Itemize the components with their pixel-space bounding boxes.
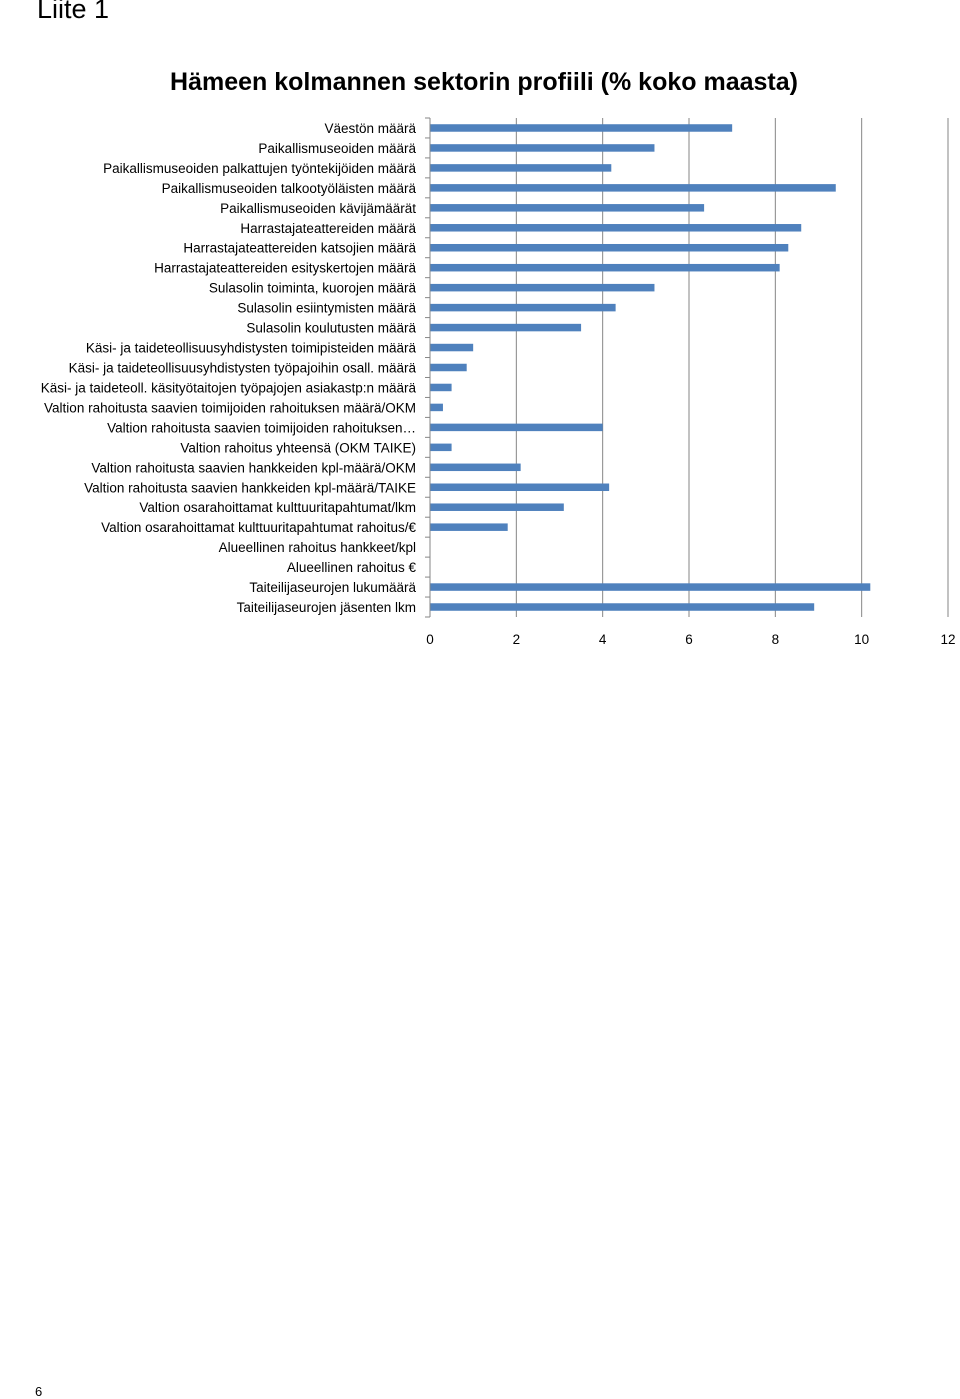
chart-title: Hämeen kolmannen sektorin profiili (% ko… — [170, 68, 798, 96]
category-label: Käsi- ja taideteollisuusyhdistysten toim… — [86, 341, 417, 356]
bar — [430, 204, 705, 212]
category-label: Valtion rahoitus yhteensä (OKM TAIKE) — [180, 440, 416, 455]
category-label: Harrastajateattereiden esityskertojen mä… — [154, 261, 416, 276]
category-label: Alueellinen rahoitus hankkeet/kpl — [219, 540, 416, 555]
bar — [430, 403, 443, 412]
bar — [430, 144, 655, 152]
bar — [430, 443, 452, 452]
bar — [430, 503, 564, 511]
x-tick-label: 12 — [940, 632, 955, 647]
bar — [430, 164, 612, 172]
bar-series — [430, 124, 871, 611]
category-label: Väestön määrä — [324, 121, 416, 136]
category-label: Valtion osarahoittamat kulttuuritapahtum… — [101, 520, 416, 535]
bar — [430, 224, 802, 232]
category-label: Harrastajateattereiden määrä — [240, 221, 416, 236]
x-tick-label: 8 — [772, 632, 780, 647]
category-label: Käsi- ja taideteoll. käsityötaitojen työ… — [41, 380, 417, 395]
bar — [430, 184, 836, 192]
category-label: Sulasolin esiintymisten määrä — [237, 301, 416, 316]
category-label: Paikallismuseoiden talkootyöläisten määr… — [162, 181, 417, 196]
bar — [430, 363, 467, 372]
category-label: Paikallismuseoiden kävijämäärät — [220, 201, 416, 216]
category-label: Paikallismuseoiden palkattujen työntekij… — [103, 161, 416, 176]
category-label: Valtion rahoitusta saavien toimijoiden r… — [44, 400, 416, 415]
bar — [430, 124, 733, 132]
category-label: Alueellinen rahoitus € — [287, 560, 417, 575]
bar-chart: Hämeen kolmannen sektorin profiili (% ko… — [41, 68, 956, 647]
x-tick-label: 10 — [854, 632, 869, 647]
x-tick-label: 4 — [599, 632, 607, 647]
category-label: Sulasolin toiminta, kuorojen määrä — [209, 281, 417, 296]
category-label: Valtion rahoitusta saavien toimijoiden r… — [107, 420, 416, 435]
category-labels: Väestön määrä Paikallismuseoiden määrä Pai… — [41, 121, 417, 615]
x-axis-tick-labels: 0 2 4 6 8 10 12 — [426, 632, 955, 647]
bar — [430, 583, 871, 591]
bar — [430, 323, 582, 332]
x-tick-label: 0 — [426, 632, 434, 647]
category-label: Taiteilijaseurojen lukumäärä — [249, 580, 416, 595]
bar — [430, 483, 610, 492]
bar — [430, 243, 789, 252]
bar — [430, 423, 603, 432]
bar — [430, 283, 655, 292]
y-axis — [425, 117, 431, 618]
x-tick-label: 6 — [685, 632, 693, 647]
bar — [430, 523, 508, 531]
category-label: Valtion rahoitusta saavien hankkeiden kp… — [91, 460, 416, 475]
bar — [430, 463, 521, 472]
gridlines — [515, 118, 949, 617]
page-header: Liite 1 — [37, 0, 110, 24]
category-label: Paikallismuseoiden määrä — [258, 141, 416, 156]
bar — [430, 383, 452, 392]
bar — [430, 303, 616, 312]
page-number: 6 — [35, 1384, 43, 1399]
bar — [430, 603, 815, 611]
category-label: Taiteilijaseurojen jäsenten lkm — [237, 600, 416, 615]
bar — [430, 263, 780, 272]
bar — [430, 343, 474, 352]
x-tick-label: 2 — [513, 632, 521, 647]
category-label: Käsi- ja taideteollisuusyhdistysten työp… — [69, 361, 417, 376]
category-label: Sulasolin koulutusten määrä — [246, 321, 416, 336]
category-label: Valtion osarahoittamat kulttuuritapahtum… — [139, 500, 416, 515]
category-label: Harrastajateattereiden katsojien määrä — [183, 241, 416, 256]
category-label: Valtion rahoitusta saavien hankkeiden kp… — [84, 480, 416, 495]
